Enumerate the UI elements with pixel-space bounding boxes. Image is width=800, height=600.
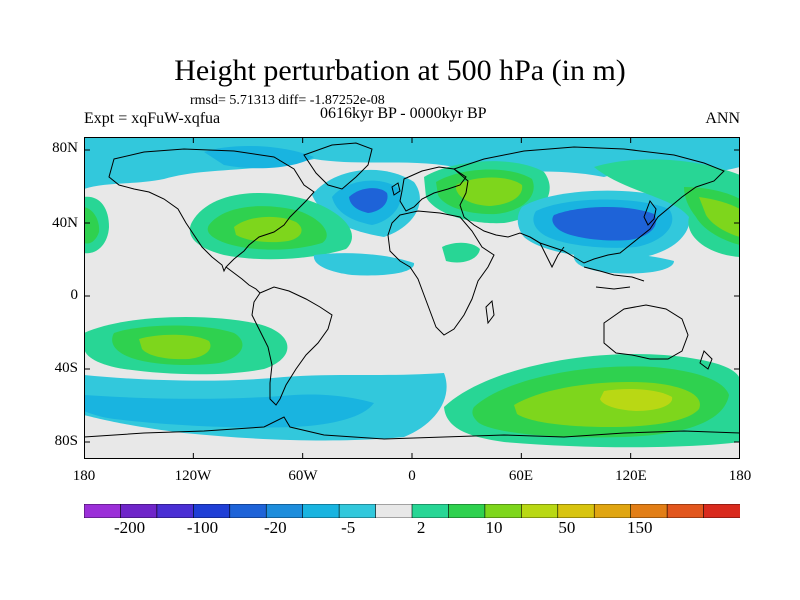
south-america-coast	[251, 286, 333, 406]
colorbar-label-minus20: -20	[263, 518, 287, 537]
antarctica-coast	[84, 416, 740, 440]
colorbar-label-minus100: -100	[186, 518, 219, 537]
asia-coast	[453, 146, 725, 264]
north-pacific-positive-core	[699, 197, 740, 237]
lon-label-180-west: 180	[72, 468, 96, 484]
colorbar-swatch	[484, 504, 522, 518]
greenland-coast	[303, 142, 373, 190]
colorbar-swatch	[557, 504, 595, 518]
east-pacific-tropical-negative	[313, 253, 415, 276]
colorbar-swatch	[666, 504, 705, 518]
colorbar-swatch	[448, 504, 486, 518]
lat-label-80s: 80S	[54, 433, 78, 449]
colorbar-swatch	[265, 504, 304, 518]
indonesia-coast	[583, 266, 645, 290]
colorbar-swatch	[521, 504, 559, 518]
colorbar-swatch	[703, 504, 740, 518]
stats-text: rmsd= 5.71313 diff= -1.87252e-08	[190, 93, 385, 108]
lon-label-60w: 60W	[288, 468, 318, 484]
colorbar-swatch	[120, 504, 158, 518]
north-pacific-positive-outer	[594, 159, 740, 257]
period-label: 0616kyr BP - 0000kyr BP	[320, 105, 487, 122]
north-atlantic-negative-core	[349, 188, 388, 213]
colorbar-swatch	[229, 504, 267, 518]
central-america-coast	[225, 266, 261, 294]
colorbar-label-10: 10	[485, 518, 503, 537]
south-pacific-positive-core	[139, 334, 211, 360]
ne-pacific-positive-core	[84, 207, 100, 244]
north-america-positive-core	[234, 216, 302, 243]
lat-label-80n: 80N	[52, 140, 78, 156]
lon-label-120w: 120W	[174, 468, 212, 484]
colorbar-swatch	[593, 504, 632, 518]
central-asia-positive-core	[456, 177, 523, 206]
colorbar-swatch	[338, 504, 377, 518]
colorbar-swatch	[193, 504, 231, 518]
britain-coast	[391, 182, 401, 196]
colorbar-label-minus5: -5	[341, 518, 356, 537]
colorbar-label-minus200: -200	[114, 518, 146, 537]
colorbar-swatch	[84, 504, 122, 518]
africa-coast	[387, 210, 495, 336]
colorbar-label-2: 2	[416, 518, 426, 537]
colorbar-swatch	[302, 504, 340, 518]
australia-coast	[603, 304, 689, 360]
plot-title: Height perturbation at 500 hPa (in m)	[174, 54, 626, 87]
southern-ocean-positive-peak	[600, 389, 673, 411]
lon-label-180-east: 180	[728, 468, 752, 484]
lat-label-0: 0	[70, 287, 79, 303]
india-coast	[529, 236, 565, 269]
japan-coast	[643, 199, 657, 226]
colorbar-label-150: 150	[627, 518, 653, 537]
lon-label-120e: 120E	[615, 468, 647, 484]
season-label: ANN	[705, 110, 740, 127]
colorbar-swatch	[630, 504, 668, 518]
lon-label-60e: 60E	[508, 468, 534, 484]
new-zealand-coast	[699, 350, 713, 370]
colorbar-swatch	[156, 504, 194, 518]
lon-label-0: 0	[408, 468, 416, 484]
experiment-label: Expt = xqFuW-xqfua	[84, 110, 221, 127]
arctic-negative-core	[204, 145, 314, 169]
madagascar-coast	[485, 299, 495, 325]
lat-label-40n: 40N	[52, 215, 78, 231]
map-ticks	[84, 137, 740, 459]
europe-coast	[399, 166, 467, 212]
indian-tropical-positive	[442, 242, 480, 263]
coastlines	[84, 142, 740, 440]
north-america-coast	[108, 148, 315, 273]
east-asia-negative-core	[552, 206, 657, 241]
southern-negative-band-core	[84, 394, 374, 428]
map-plot	[84, 137, 740, 459]
contour-field	[84, 137, 740, 459]
colorbar-label-50: 50	[558, 518, 576, 537]
colorbar	[84, 504, 740, 518]
lat-label-40s: 40S	[54, 360, 78, 376]
colorbar-swatch	[411, 504, 450, 518]
colorbar-swatch	[375, 504, 413, 518]
